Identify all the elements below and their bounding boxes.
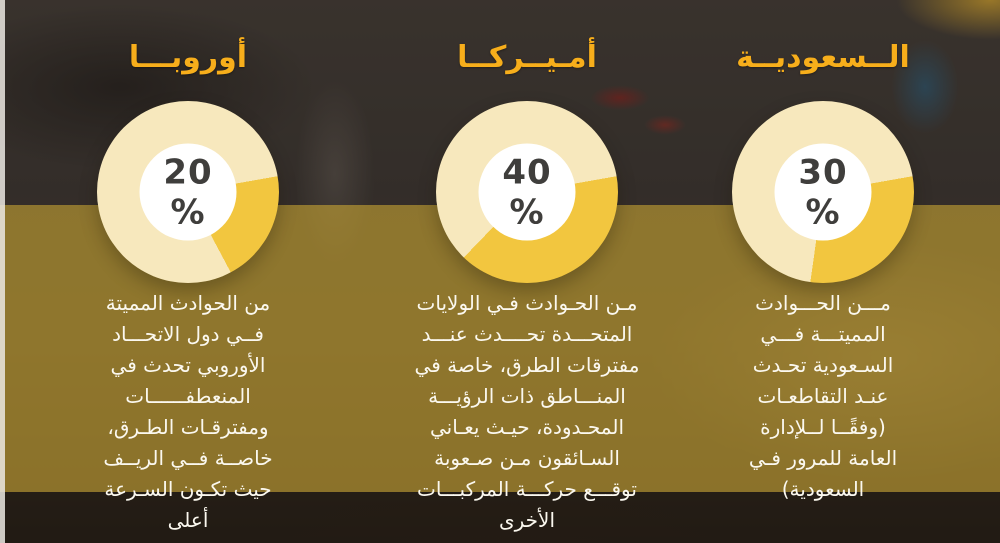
region-title-america: أمـيــركــا — [457, 40, 597, 75]
donut-center-europe: 20 % — [139, 143, 237, 241]
donut-center-america: 40 % — [478, 143, 576, 241]
donut-center-saudi: 30 % — [774, 143, 872, 241]
region-description-america: مـن الحـوادث فـي الولايات المتحـــدة تحـ… — [414, 291, 640, 532]
column-saudi: الــسعوديــة 30 % مـــن الحـــوادث الممي… — [690, 0, 956, 543]
left-edge-stripe — [0, 0, 5, 543]
region-title-europe: أوروبـــا — [128, 40, 248, 75]
percent-label-europe: 20 % — [163, 152, 213, 232]
percent-label-saudi: 30 % — [798, 152, 848, 232]
percent-label-america: 40 % — [502, 152, 552, 232]
donut-chart-saudi: 30 % — [732, 101, 914, 283]
region-title-saudi: الــسعوديــة — [736, 40, 910, 75]
column-europe: أوروبـــا 20 % من الحوادث المميتة فــي د… — [55, 0, 321, 543]
bottom-dark-band — [0, 492, 1000, 543]
region-description-saudi: مـــن الحـــوادث المميتـــة فـــي السـعو… — [748, 291, 898, 501]
column-america: أمـيــركــا 40 % مـن الحـوادث فـي الولاي… — [394, 0, 660, 543]
region-description-europe: من الحوادث المميتة فــي دول الاتحـــاد ا… — [103, 291, 273, 532]
donut-chart-europe: 20 % — [97, 101, 279, 283]
donut-chart-america: 40 % — [436, 101, 618, 283]
